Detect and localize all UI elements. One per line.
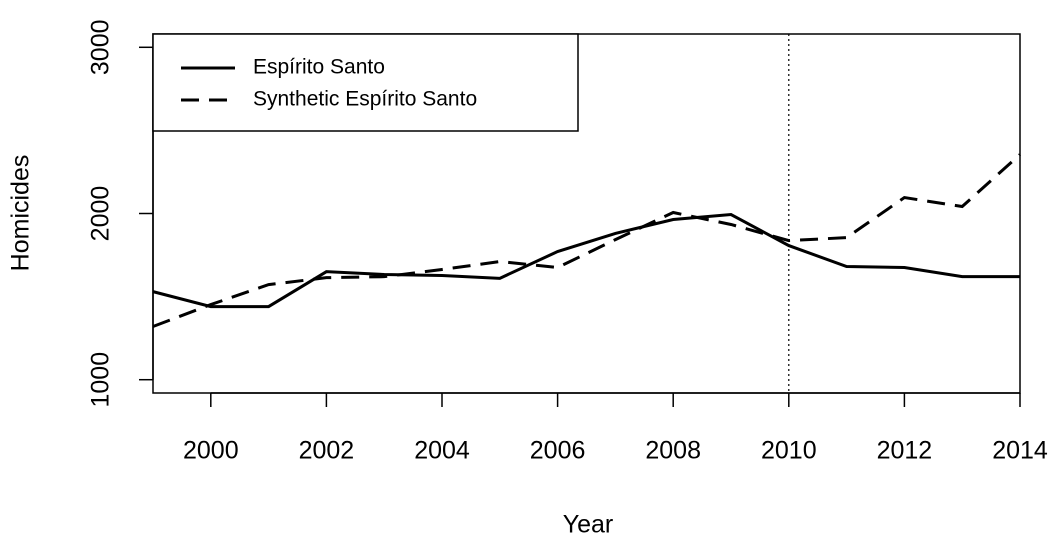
x-axis-label: Year xyxy=(563,511,614,539)
series-line xyxy=(152,212,1020,309)
y-tick-label: 2000 xyxy=(87,186,115,242)
legend-label: Espírito Santo xyxy=(253,56,385,79)
legend-box xyxy=(152,33,579,132)
x-tick-label: 2008 xyxy=(645,437,701,465)
legend-label: Synthetic Espírito Santo xyxy=(253,88,477,111)
y-tick-label: 1000 xyxy=(87,352,115,408)
x-tick-label: 2000 xyxy=(183,437,239,465)
x-tick-label: 2010 xyxy=(761,437,817,465)
series-line xyxy=(152,153,1022,328)
x-tick-label: 2014 xyxy=(992,437,1048,465)
x-tick-label: 2006 xyxy=(530,437,586,465)
x-tick-label: 2002 xyxy=(299,437,355,465)
y-axis-label: Homicides xyxy=(7,155,35,272)
x-tick-label: 2012 xyxy=(877,437,933,465)
y-tick-label: 3000 xyxy=(87,19,115,75)
x-tick-label: 2004 xyxy=(414,437,470,465)
